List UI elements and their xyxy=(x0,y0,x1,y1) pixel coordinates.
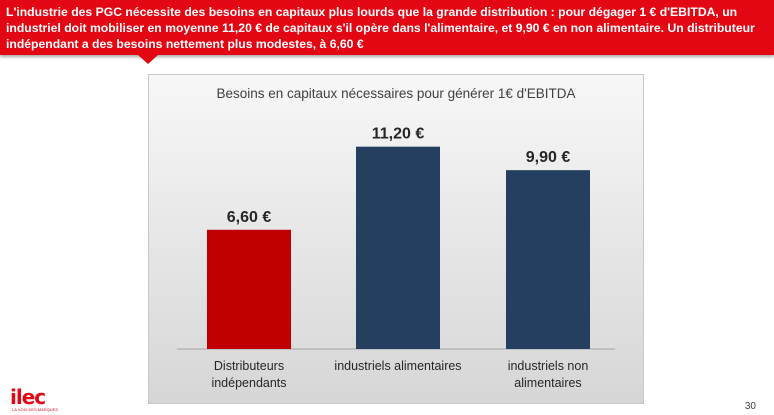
category-label: industriels non xyxy=(508,359,589,373)
data-label: 6,60 € xyxy=(227,209,272,226)
chart-panel: Besoins en capitaux nécessaires pour gén… xyxy=(148,74,644,404)
bar xyxy=(356,146,440,349)
category-label: Distributeurs xyxy=(214,359,284,373)
page-number: 30 xyxy=(744,401,756,412)
data-label: 11,20 € xyxy=(372,126,425,143)
chart-title: Besoins en capitaux nécessaires pour gén… xyxy=(216,86,576,101)
ilec-logo: ilec LA VOIX DES MARQUES xyxy=(10,385,62,413)
data-label: 9,90 € xyxy=(526,149,571,166)
logo-text: ilec xyxy=(10,385,46,409)
banner-pointer xyxy=(138,55,158,64)
category-label: alimentaires xyxy=(514,376,581,390)
headline-text: L'industrie des PGC nécessite des besoin… xyxy=(6,5,755,51)
headline-banner: L'industrie des PGC nécessite des besoin… xyxy=(0,0,774,55)
bar xyxy=(207,229,291,349)
logo-tagline: LA VOIX DES MARQUES xyxy=(12,407,59,412)
bar-chart: 6,60 € Distributeurs indépendants 11,20 € in… xyxy=(177,126,615,390)
category-label: industriels alimentaires xyxy=(334,359,461,373)
category-label: indépendants xyxy=(211,376,286,390)
bar xyxy=(506,170,590,349)
